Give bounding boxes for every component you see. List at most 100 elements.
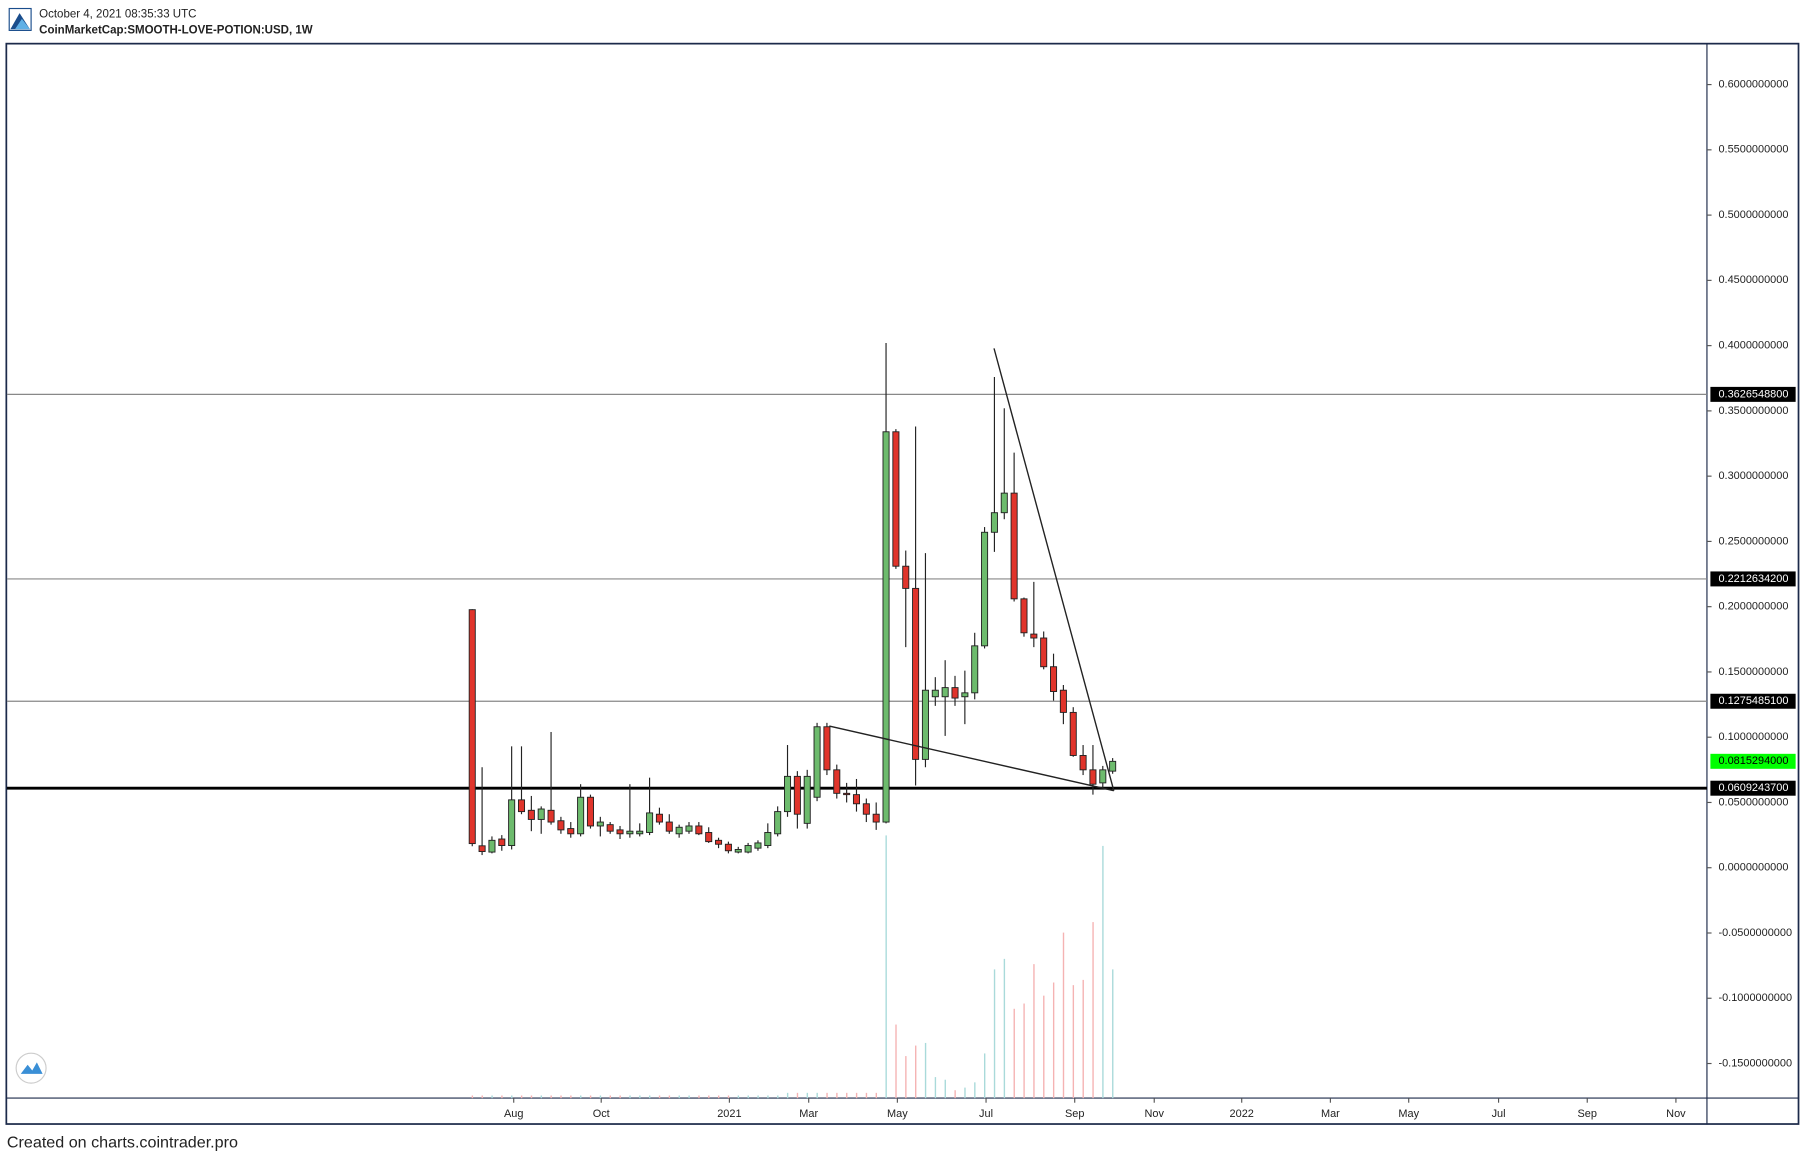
- candle-body: [862, 803, 870, 815]
- candle-body: [715, 839, 723, 845]
- x-tick-label: Oct: [593, 1108, 610, 1120]
- candle-body: [646, 812, 654, 833]
- x-tick-label: Sep: [1065, 1108, 1084, 1120]
- volume-bar: [915, 1045, 917, 1099]
- candle-body: [754, 842, 762, 849]
- candle-body: [981, 531, 989, 647]
- volume-bar: [855, 1092, 858, 1099]
- x-tick-label: May: [1398, 1108, 1419, 1120]
- level-label: 0.0609243700: [1718, 782, 1788, 794]
- volume-bar: [688, 1095, 690, 1099]
- candle-body: [744, 845, 752, 853]
- volume-bar: [954, 1090, 956, 1099]
- candle-body: [1010, 492, 1018, 600]
- volume-bar: [1052, 982, 1055, 1099]
- candle-body: [517, 799, 526, 813]
- candle-body: [596, 821, 604, 827]
- volume-bar: [501, 1095, 503, 1099]
- candle-body: [1069, 711, 1077, 756]
- candle-body: [468, 609, 476, 845]
- volume-bar: [816, 1092, 818, 1099]
- candle-body: [655, 813, 663, 823]
- candle-body: [695, 825, 703, 835]
- volume-bar: [1102, 845, 1104, 1099]
- volume-bar: [737, 1095, 740, 1099]
- last-price-label: 0.0815294000: [1718, 755, 1788, 767]
- candle-body: [557, 820, 565, 831]
- timestamp: October 4, 2021 08:35:33 UTC: [39, 8, 196, 20]
- y-tick-label: 0.4500000000: [1718, 274, 1788, 286]
- volume-bar: [471, 1095, 474, 1099]
- level-label-box: [1710, 693, 1796, 709]
- watermark: [15, 1052, 47, 1084]
- candle-body: [547, 809, 555, 823]
- y-tick-label: 0.5500000000: [1718, 144, 1788, 156]
- candle-body: [636, 830, 644, 835]
- volume-bar: [1043, 995, 1045, 1099]
- candle-body: [606, 824, 614, 832]
- y-tick-label: 0.6000000000: [1718, 78, 1788, 90]
- volume-bar: [589, 1095, 592, 1099]
- volume-bar: [530, 1095, 533, 1099]
- y-tick-label: -0.1000000000: [1718, 992, 1792, 1004]
- volume-bar: [1092, 922, 1094, 1099]
- volume-bar: [777, 1095, 779, 1099]
- y-tick-label: 0.2500000000: [1718, 535, 1788, 547]
- volume-bar: [934, 1077, 937, 1099]
- candle-body: [902, 565, 910, 589]
- volume-bar: [580, 1095, 582, 1099]
- y-tick-label: 0.1500000000: [1718, 666, 1788, 678]
- y-tick-label: 0.0000000000: [1718, 862, 1788, 874]
- candle-body: [1030, 633, 1038, 639]
- volume-bar: [944, 1079, 946, 1099]
- frame: [5, 42, 1800, 1125]
- volume-bar: [767, 1095, 769, 1099]
- y-tick-label: 0.2000000000: [1718, 601, 1788, 613]
- level-label-box: [1710, 571, 1796, 587]
- volume-bar: [698, 1095, 700, 1099]
- volume-bar: [540, 1095, 543, 1099]
- volume-bar: [974, 1082, 976, 1099]
- volume-bar: [570, 1095, 572, 1099]
- candle-body: [537, 808, 545, 820]
- candle-body: [990, 512, 998, 533]
- candle-body: [823, 726, 831, 771]
- level-label: 0.3626548800: [1718, 388, 1788, 400]
- x-tick-label: May: [887, 1108, 908, 1120]
- level-label-box: [1710, 386, 1796, 402]
- y-tick-label: 0.3000000000: [1718, 470, 1788, 482]
- level-label: 0.1275485100: [1718, 695, 1788, 707]
- candle-body: [724, 843, 732, 852]
- candle-body: [1050, 666, 1058, 692]
- credit: Created on charts.cointrader.pro: [7, 1133, 238, 1151]
- volume-bar: [560, 1095, 562, 1099]
- candle-body: [478, 845, 486, 853]
- x-tick-label: 2021: [717, 1108, 741, 1120]
- volume-bar: [846, 1092, 848, 1099]
- volume-bar: [619, 1095, 621, 1099]
- candle-body: [1059, 689, 1067, 713]
- candle-body: [951, 687, 959, 699]
- candle-body: [872, 813, 880, 823]
- y-tick-label: 0.4000000000: [1718, 340, 1788, 352]
- candle-body: [488, 839, 496, 853]
- volume-bar: [865, 1092, 868, 1099]
- candle-body: [793, 775, 801, 815]
- volume-bar: [639, 1095, 641, 1099]
- y-tick-label: 0.3500000000: [1718, 405, 1788, 417]
- trendline: [993, 348, 1115, 791]
- candle-body: [912, 587, 920, 760]
- x-tick-label: Jul: [1492, 1108, 1506, 1120]
- candle-body: [616, 829, 624, 835]
- x-tick-label: Mar: [1321, 1108, 1340, 1120]
- volume-bar: [757, 1095, 759, 1099]
- level-label: 0.2212634200: [1718, 573, 1788, 585]
- volume-bar: [885, 835, 887, 1099]
- candle-body: [803, 775, 811, 824]
- volume-bar: [1072, 985, 1075, 1099]
- candle-body: [921, 689, 929, 760]
- candle-body: [971, 645, 979, 694]
- candle-body: [941, 687, 949, 698]
- trendline: [829, 725, 1114, 792]
